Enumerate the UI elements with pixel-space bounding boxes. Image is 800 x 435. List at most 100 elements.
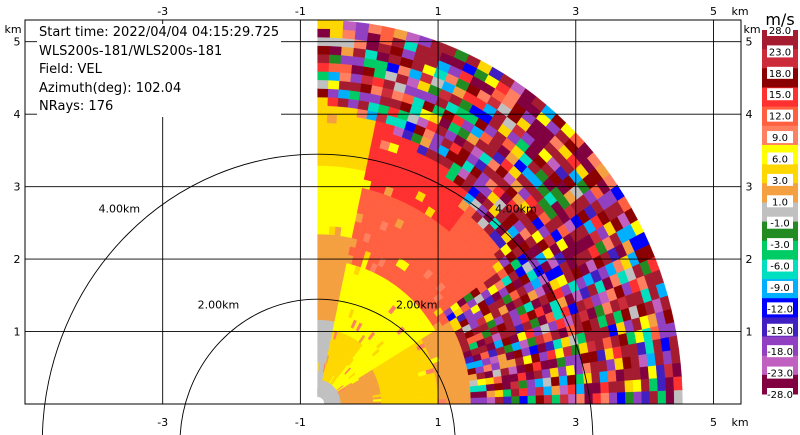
velocity-cell (317, 191, 326, 201)
velocity-cell (437, 394, 447, 400)
velocity-cell (368, 23, 383, 35)
velocity-cell (543, 386, 553, 396)
colorbar-tick-label: -3.0 (770, 240, 790, 251)
velocity-cell (647, 365, 658, 380)
velocity-cell (336, 114, 348, 125)
velocity-cell (470, 397, 480, 404)
velocity-cell (527, 387, 537, 397)
velocity-cell (323, 208, 332, 218)
velocity-cell (364, 401, 374, 404)
velocity-cell (535, 386, 545, 397)
velocity-cell (339, 175, 349, 186)
velocity-cell (600, 381, 610, 394)
velocity-cell (599, 370, 609, 383)
colorbar-label-bg (767, 88, 793, 101)
velocity-cell (352, 56, 366, 67)
velocity-cell (525, 371, 536, 381)
velocity-cell (317, 105, 328, 115)
velocity-cell (321, 268, 328, 278)
colorbar-label-bg (767, 388, 793, 400)
velocity-cell (575, 383, 585, 395)
velocity-cell (517, 372, 527, 382)
velocity-cell (589, 361, 600, 374)
velocity-cell (335, 123, 347, 134)
velocity-cell (317, 242, 324, 252)
velocity-cell (344, 132, 355, 143)
info-box: Start time: 2022/04/04 04:15:29.725 WLS2… (37, 24, 282, 117)
velocity-cell (405, 400, 415, 404)
colorbar-label-bg (767, 216, 793, 229)
velocity-cell (566, 374, 577, 386)
velocity-cell (550, 376, 561, 387)
velocity-cell (532, 361, 543, 372)
x-tick-label-bottom: -3 (157, 416, 168, 429)
velocity-cell (343, 141, 354, 152)
velocity-cell (323, 216, 331, 227)
velocity-cell (606, 358, 616, 372)
velocity-cell (317, 173, 326, 184)
velocity-cell (317, 250, 324, 260)
velocity-cell (461, 386, 471, 394)
colorbar-tick-label: 1.0 (772, 197, 788, 208)
colorbar-tick-label: 18.0 (769, 69, 791, 80)
velocity-cell (340, 166, 351, 177)
velocity-cell (558, 375, 569, 387)
velocity-cell (486, 390, 496, 398)
range-ring-label-left: 2.00km (198, 298, 240, 311)
velocity-cell (317, 165, 326, 175)
colorbar-label-bg (767, 345, 793, 358)
y-axis-unit-right: km (743, 23, 760, 36)
velocity-cell (317, 276, 323, 286)
velocity-cell (330, 200, 339, 210)
colorbar-tick-label: -1.0 (770, 219, 790, 230)
velocity-cell (317, 293, 322, 303)
velocity-cell (317, 233, 324, 243)
velocity-cell (317, 45, 330, 55)
y-tick-label-left: 5 (14, 36, 21, 49)
x-tick-label-top: -3 (157, 5, 168, 18)
velocity-cell (317, 208, 325, 218)
velocity-cell (342, 20, 357, 31)
colorbar-tick-label: -15.0 (767, 326, 793, 337)
colorbar-label-bg (767, 173, 793, 186)
velocity-cell (469, 379, 479, 388)
velocity-cell (323, 199, 332, 210)
velocity-cell (351, 142, 363, 153)
velocity-cell (321, 285, 326, 295)
velocity-cell (470, 391, 480, 399)
velocity-cell (330, 20, 344, 30)
velocity-cell (373, 401, 382, 404)
velocity-cell (584, 393, 594, 404)
velocity-cell (339, 71, 352, 83)
velocity-cell (518, 380, 528, 390)
velocity-cell (556, 356, 567, 368)
velocity-cell (338, 183, 348, 194)
velocity-cell (348, 167, 359, 179)
velocity-cell (478, 397, 488, 404)
colorbar-tick-label: -28.0 (767, 390, 793, 401)
velocity-cell (421, 395, 431, 401)
velocity-cell (501, 374, 511, 384)
velocity-cell (351, 64, 364, 76)
colorbar-label-bg (767, 238, 793, 251)
colorbar-label-bg (767, 302, 793, 315)
velocity-cell (670, 349, 681, 365)
colorbar-tick-label: 3.0 (772, 176, 788, 187)
velocity-cell (560, 394, 569, 404)
velocity-cell (478, 391, 488, 399)
velocity-cell (328, 79, 340, 90)
x-tick-label-bottom: -1 (295, 416, 306, 429)
velocity-cell (567, 384, 577, 395)
velocity-cell (616, 392, 626, 404)
y-tick-label-left: 2 (14, 253, 21, 266)
velocity-cell (672, 362, 682, 378)
colorbar-tick-label: 23.0 (769, 47, 791, 58)
velocity-sector (317, 20, 683, 404)
velocity-cell (317, 216, 325, 226)
colorbar-tick-label: 6.0 (772, 154, 788, 165)
colorbar: 28.0 23.0 18.0 15.0 12.0 9.0 6.0 3.0 1.0 -1.0 -3.0… (762, 10, 798, 401)
x-tick-label-top: 1 (435, 5, 442, 18)
velocity-cell (329, 45, 343, 56)
velocity-cell (591, 371, 601, 384)
